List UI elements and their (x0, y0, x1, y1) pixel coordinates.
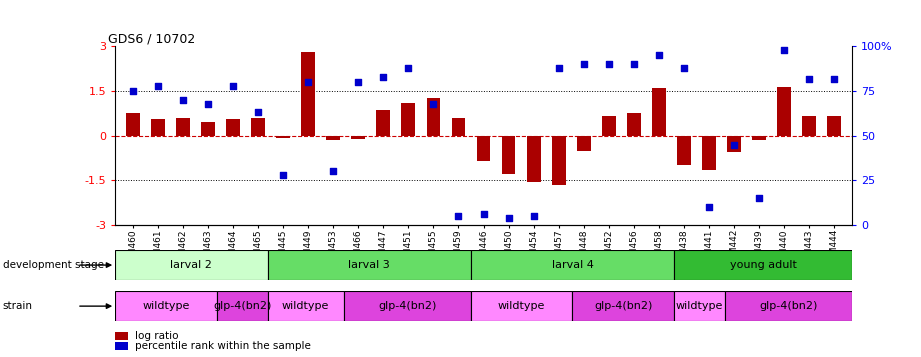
Point (552, 65, 566, 71)
Point (351, 79, 366, 85)
Bar (251, 118, 265, 136)
Text: log ratio: log ratio (135, 331, 179, 341)
Text: wildtype: wildtype (498, 301, 545, 311)
Bar (627, 114, 641, 136)
Bar (677, 136, 691, 165)
Text: larval 2: larval 2 (170, 260, 212, 270)
Bar (176, 118, 190, 136)
Bar (268, 250, 471, 280)
Text: development stage: development stage (3, 260, 104, 270)
Bar (402, 103, 415, 136)
Point (150, 83, 165, 89)
Point (226, 83, 240, 89)
Bar (652, 88, 666, 136)
Bar (602, 116, 616, 136)
Text: larval 3: larval 3 (348, 260, 391, 270)
Bar (674, 250, 852, 280)
Point (526, 213, 541, 219)
Bar (471, 250, 674, 280)
Bar (126, 114, 140, 136)
Bar (268, 291, 344, 321)
Point (275, 172, 290, 178)
Text: glp-4(bn2): glp-4(bn2) (594, 301, 652, 311)
Text: wildtype: wildtype (676, 301, 723, 311)
Bar (752, 136, 766, 140)
Bar (115, 332, 128, 340)
Bar (577, 136, 590, 151)
Point (752, 195, 766, 201)
Bar (276, 136, 290, 138)
Bar (115, 250, 268, 280)
Bar (201, 122, 215, 136)
Point (777, 47, 792, 53)
Point (677, 65, 692, 71)
Bar (377, 110, 391, 136)
Text: wildtype: wildtype (142, 301, 190, 311)
Bar (115, 342, 128, 350)
Point (301, 79, 316, 85)
Bar (216, 291, 268, 321)
Point (702, 204, 717, 210)
Bar (451, 118, 465, 136)
Bar (471, 291, 573, 321)
Bar (151, 119, 165, 136)
Bar (477, 136, 490, 161)
Point (401, 65, 415, 71)
Bar (674, 291, 725, 321)
Text: percentile rank within the sample: percentile rank within the sample (135, 341, 311, 351)
Bar (502, 136, 516, 174)
Point (827, 76, 842, 81)
Text: glp-4(bn2): glp-4(bn2) (213, 301, 272, 311)
Bar (226, 119, 239, 136)
Text: glp-4(bn2): glp-4(bn2) (379, 301, 437, 311)
Point (201, 101, 216, 106)
Point (727, 142, 741, 147)
Bar (573, 291, 674, 321)
Text: larval 4: larval 4 (552, 260, 593, 270)
Bar (344, 291, 471, 321)
Bar (301, 52, 315, 136)
Point (426, 101, 441, 106)
Point (601, 61, 616, 67)
Bar (527, 136, 541, 182)
Bar (725, 291, 852, 321)
Bar (326, 136, 340, 140)
Point (376, 74, 391, 80)
Text: wildtype: wildtype (282, 301, 330, 311)
Bar (552, 136, 565, 185)
Bar (351, 136, 365, 139)
Bar (115, 291, 216, 321)
Point (175, 97, 190, 103)
Point (251, 110, 265, 115)
Text: glp-4(bn2): glp-4(bn2) (759, 301, 818, 311)
Bar (426, 99, 440, 136)
Text: young adult: young adult (729, 260, 797, 270)
Text: GDS6 / 10702: GDS6 / 10702 (108, 32, 195, 45)
Bar (702, 136, 716, 170)
Bar (728, 136, 741, 152)
Point (577, 61, 591, 67)
Point (501, 215, 516, 221)
Point (451, 213, 466, 219)
Bar (827, 116, 841, 136)
Bar (802, 116, 816, 136)
Bar (777, 87, 791, 136)
Point (626, 61, 641, 67)
Text: strain: strain (3, 301, 33, 311)
Point (651, 52, 666, 58)
Point (326, 169, 341, 174)
Point (476, 211, 491, 217)
Point (125, 88, 140, 94)
Point (802, 76, 817, 81)
